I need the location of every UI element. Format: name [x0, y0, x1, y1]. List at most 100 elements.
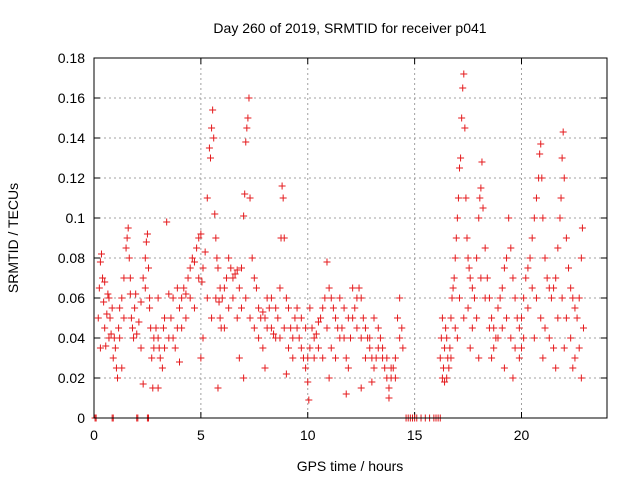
- data-point: [199, 264, 207, 272]
- data-point: [218, 294, 226, 302]
- data-point: [310, 354, 318, 362]
- data-point: [559, 128, 567, 136]
- data-point: [573, 314, 581, 322]
- data-point: [146, 294, 154, 302]
- data-point: [126, 274, 134, 282]
- data-point: [351, 304, 359, 312]
- data-point: [167, 314, 175, 322]
- data-point: [165, 334, 173, 342]
- data-point: [188, 254, 196, 262]
- data-point: [203, 294, 211, 302]
- data-point: [569, 294, 577, 302]
- data-point: [252, 284, 260, 292]
- data-point: [465, 264, 473, 272]
- x-tick-label: 5: [197, 427, 205, 443]
- data-point: [475, 354, 483, 362]
- data-point: [355, 284, 363, 292]
- data-point: [285, 344, 293, 352]
- data-point: [289, 354, 297, 362]
- data-point: [263, 324, 271, 332]
- data-point: [394, 314, 402, 322]
- data-point: [265, 304, 273, 312]
- data-point: [156, 354, 164, 362]
- data-point: [120, 314, 128, 322]
- data-point: [297, 314, 305, 322]
- data-point: [233, 266, 241, 274]
- data-point: [569, 364, 577, 372]
- data-point: [148, 354, 156, 362]
- data-points: [91, 70, 587, 422]
- data-point: [186, 294, 194, 302]
- data-point: [304, 354, 312, 362]
- data-point: [261, 364, 269, 372]
- data-point: [511, 294, 519, 302]
- data-point: [261, 314, 269, 322]
- data-point: [327, 344, 335, 352]
- data-point: [293, 304, 301, 312]
- data-point: [178, 324, 186, 332]
- data-point: [114, 374, 122, 382]
- data-point: [118, 294, 126, 302]
- data-point: [242, 294, 250, 302]
- data-point: [349, 284, 357, 292]
- y-tick-label: 0.04: [58, 330, 85, 346]
- data-point: [190, 304, 198, 312]
- data-point: [577, 254, 585, 262]
- data-point: [173, 284, 181, 292]
- data-point: [475, 214, 483, 222]
- data-point: [361, 324, 369, 332]
- data-point: [526, 254, 534, 262]
- data-point: [503, 254, 511, 262]
- data-point: [280, 234, 288, 242]
- data-point: [241, 190, 249, 198]
- data-point: [205, 144, 213, 152]
- data-point: [214, 264, 222, 272]
- data-point: [203, 194, 211, 202]
- data-point: [161, 314, 169, 322]
- data-point: [116, 304, 124, 312]
- data-point: [143, 230, 151, 238]
- data-point: [532, 194, 540, 202]
- data-point: [306, 344, 314, 352]
- data-point: [361, 354, 369, 362]
- data-point: [131, 304, 139, 312]
- data-point: [274, 314, 282, 322]
- data-point: [107, 330, 115, 338]
- data-point: [496, 294, 504, 302]
- data-point: [276, 334, 284, 342]
- data-point: [242, 138, 250, 146]
- data-point: [458, 114, 466, 122]
- data-point: [267, 294, 275, 302]
- data-point: [571, 304, 579, 312]
- data-point: [237, 264, 245, 272]
- data-point: [357, 294, 365, 302]
- data-point: [278, 182, 286, 190]
- data-point: [347, 334, 354, 342]
- data-point: [538, 174, 546, 182]
- data-point: [141, 284, 149, 292]
- data-point: [537, 314, 545, 322]
- data-point: [507, 334, 515, 342]
- data-point: [139, 274, 147, 282]
- data-point: [161, 344, 169, 352]
- y-tick-label: 0.18: [58, 50, 85, 66]
- data-point: [285, 304, 293, 312]
- data-point: [372, 354, 380, 362]
- data-point: [376, 334, 384, 342]
- data-point: [220, 324, 228, 332]
- data-point: [442, 324, 450, 332]
- data-point: [105, 294, 113, 302]
- data-point: [227, 264, 235, 272]
- data-point: [357, 384, 365, 392]
- data-point: [443, 374, 451, 382]
- data-point: [319, 304, 327, 312]
- data-point: [509, 374, 517, 382]
- data-point: [481, 244, 489, 252]
- data-point: [457, 154, 465, 162]
- data-point: [323, 324, 331, 332]
- data-point: [451, 254, 459, 262]
- data-point: [452, 234, 460, 242]
- x-tick-label: 15: [407, 427, 423, 443]
- data-point: [102, 342, 110, 350]
